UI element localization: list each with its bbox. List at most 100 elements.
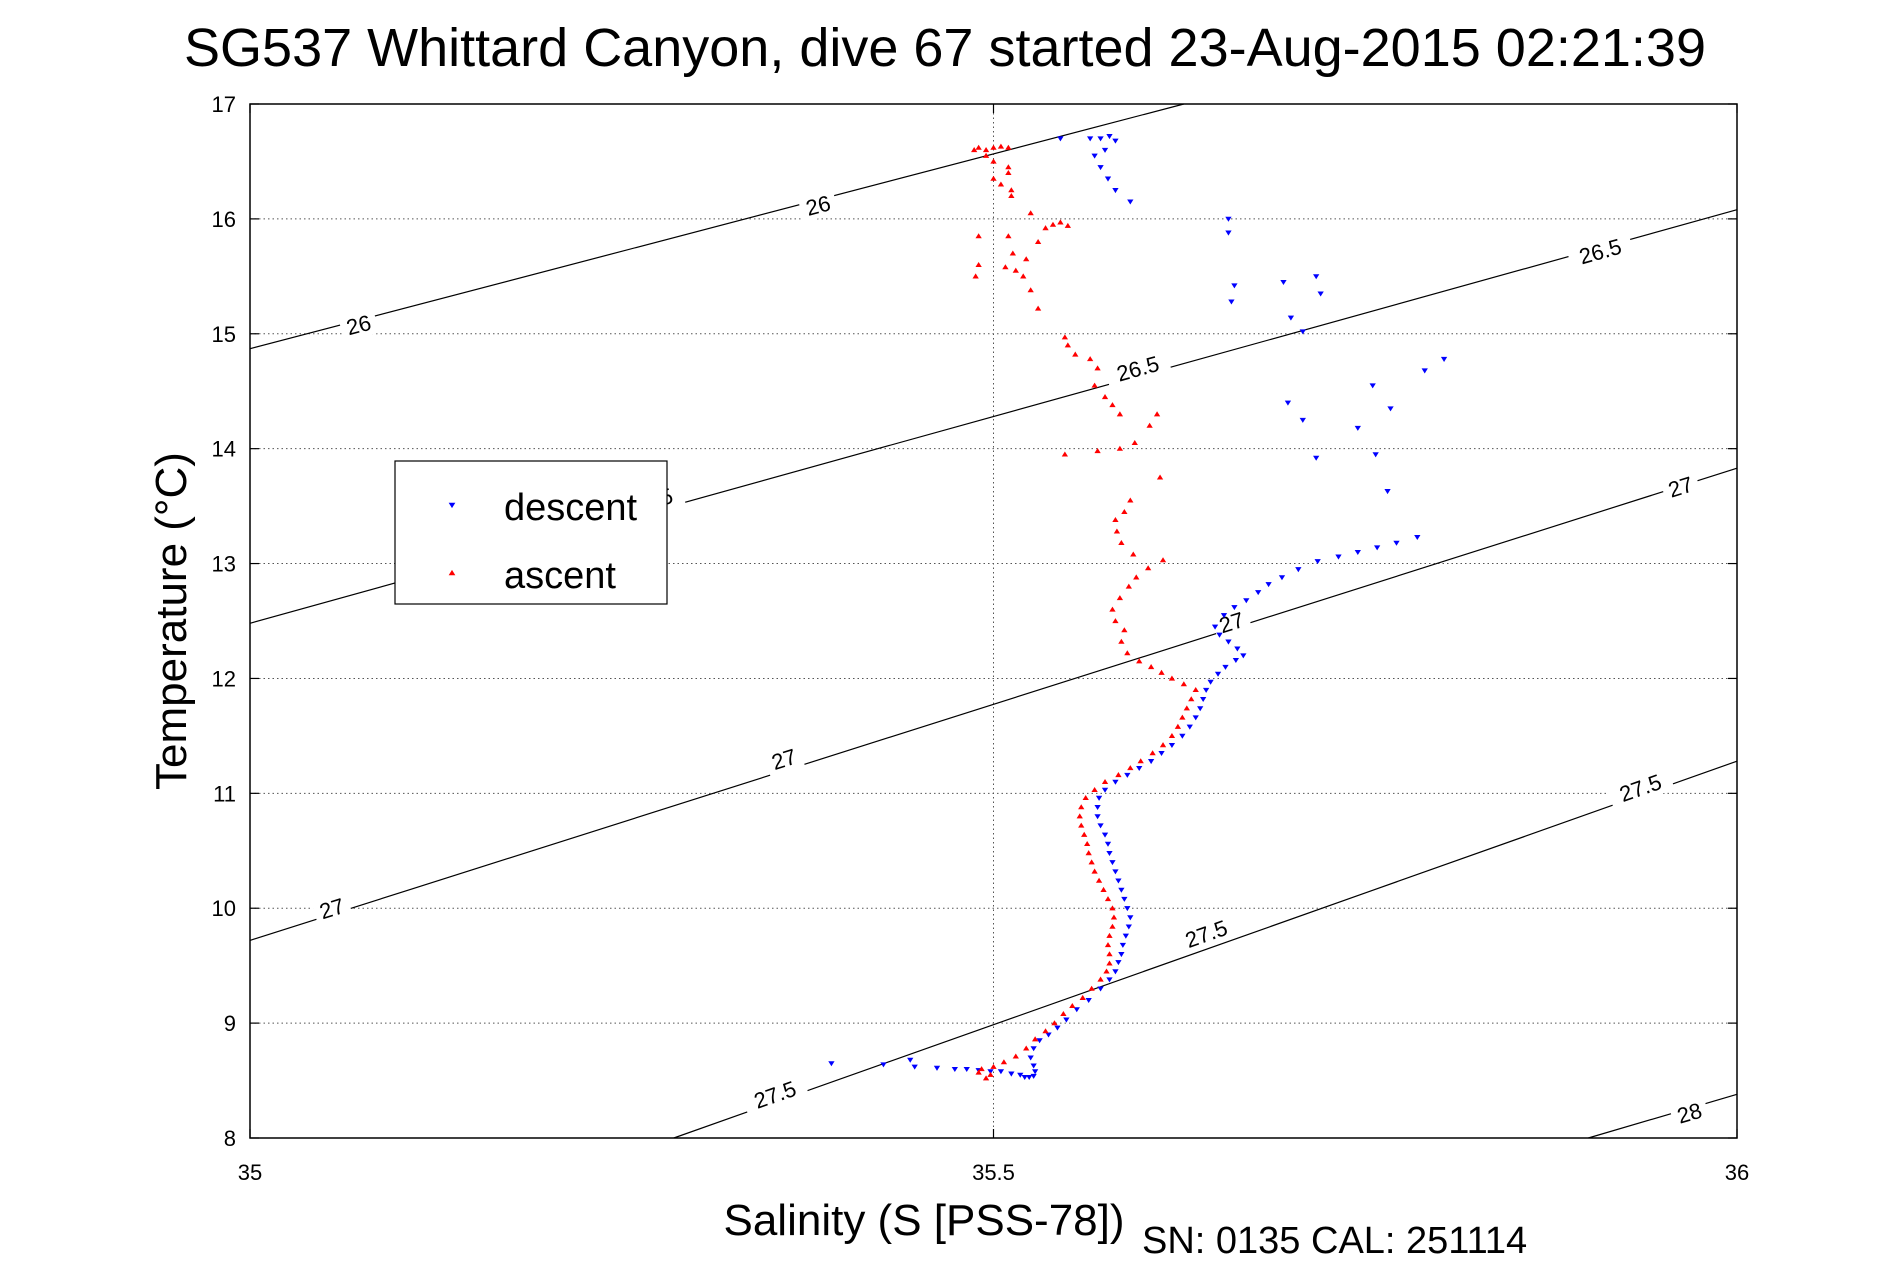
descent-point [1097, 986, 1104, 992]
chart-title: SG537 Whittard Canyon, dive 67 started 2… [184, 18, 1706, 78]
ascent-point [1116, 445, 1124, 451]
ascent-point [1094, 448, 1101, 454]
ascent-point [1146, 422, 1153, 428]
legend-box [394, 460, 668, 605]
svg-text:26: 26 [803, 190, 833, 220]
ascent-point [1147, 664, 1155, 670]
descent-point [1008, 1071, 1015, 1077]
ascent-point [1078, 822, 1085, 828]
ascent-point [1174, 723, 1182, 729]
ascent-point [1000, 1059, 1008, 1065]
descent-point [1369, 383, 1376, 389]
ascent-point [1072, 351, 1079, 357]
x-axis-label: Salinity (S [PSS-78]) [723, 1196, 1124, 1245]
descent-point [1214, 671, 1222, 677]
descent-point [1179, 733, 1186, 739]
density-contour-27 [249, 467, 1738, 941]
contour-label-26: 26 [797, 187, 839, 223]
ascent-point [1082, 795, 1089, 801]
descent-point [907, 1057, 914, 1063]
descent-point [1115, 960, 1122, 966]
descent-point [1094, 804, 1101, 811]
ascent-point [1023, 1045, 1030, 1051]
ascent-point [1110, 914, 1118, 920]
series-descent [828, 134, 1448, 1081]
ascent-point [1109, 923, 1116, 929]
ascent-point [1049, 221, 1057, 227]
axis-ticks: 35 35.5 36 8 9 10 11 12 13 14 15 16 17 [212, 92, 1750, 1185]
ascent-point [1020, 273, 1027, 279]
ascent-point [1005, 144, 1012, 150]
descent-point [1354, 425, 1361, 431]
descent-point [1127, 199, 1134, 205]
descent-point [1232, 657, 1240, 663]
descent-point [1125, 924, 1132, 930]
ascent-point [1109, 905, 1116, 911]
serial-calibration-note: SN: 0135 CAL: 251114 [1142, 1220, 1527, 1262]
ascent-point [1085, 850, 1092, 856]
ascent-point [1027, 210, 1034, 216]
ascent-point [1118, 539, 1125, 545]
ascent-point [1131, 440, 1138, 446]
ascent-point [1109, 402, 1116, 408]
ascent-point [1064, 222, 1071, 228]
descent-point [1073, 1007, 1080, 1013]
ascent-point [1064, 342, 1071, 348]
descent-point [997, 1069, 1005, 1075]
descent-point [1122, 933, 1129, 939]
legend-descent-label: descent [504, 487, 638, 529]
ascent-point [972, 273, 979, 279]
descent-point [1104, 176, 1112, 182]
ascent-point [1002, 264, 1009, 270]
ascent-point [990, 175, 997, 181]
ascent-point [1103, 968, 1110, 974]
ascent-point [1027, 287, 1034, 293]
descent-point [987, 1069, 994, 1075]
ascent-point [1005, 164, 1012, 170]
descent-point [1295, 567, 1302, 573]
ascent-point [1137, 758, 1144, 764]
descent-point [1216, 632, 1223, 638]
descent-point [1280, 279, 1287, 285]
ascent-point [1042, 225, 1049, 231]
descent-point [1335, 554, 1342, 560]
ascent-point [1159, 557, 1167, 563]
ascent-point [1012, 267, 1019, 273]
descent-point [1094, 814, 1101, 820]
descent-point [1119, 942, 1127, 948]
descent-point [1393, 540, 1400, 546]
y-tick-label-13: 13 [212, 552, 236, 577]
descent-point [1313, 274, 1320, 280]
ascent-point [1078, 804, 1085, 810]
ascent-point [1008, 193, 1015, 199]
ascent-point [1133, 574, 1140, 580]
ascent-point [1008, 187, 1015, 193]
descent-point [1136, 765, 1143, 771]
descent-point [1158, 751, 1165, 757]
descent-point [951, 1066, 958, 1072]
descent-point [1192, 715, 1199, 721]
descent-point [1197, 706, 1204, 712]
x-tick-label-36: 36 [1725, 1160, 1749, 1185]
ascent-point [1034, 305, 1042, 311]
contour-label-27: 27 [310, 890, 353, 927]
ascent-point [1069, 1002, 1076, 1008]
ascent-point [975, 1069, 982, 1075]
ascent-point [1121, 627, 1128, 633]
y-tick-label-15: 15 [212, 322, 236, 347]
ascent-point [1005, 233, 1012, 239]
descent-point [1112, 138, 1119, 144]
ascent-point [1031, 1036, 1039, 1042]
descent-point [1091, 153, 1098, 159]
descent-point [1112, 779, 1119, 785]
ascent-point [1158, 669, 1165, 675]
descent-point [1225, 216, 1232, 222]
descent-point [1421, 368, 1428, 374]
ascent-point [1097, 976, 1104, 982]
descent-point [1104, 841, 1112, 847]
descent-point [1106, 977, 1113, 983]
descent-point [1109, 860, 1116, 866]
descent-point [1115, 878, 1122, 884]
